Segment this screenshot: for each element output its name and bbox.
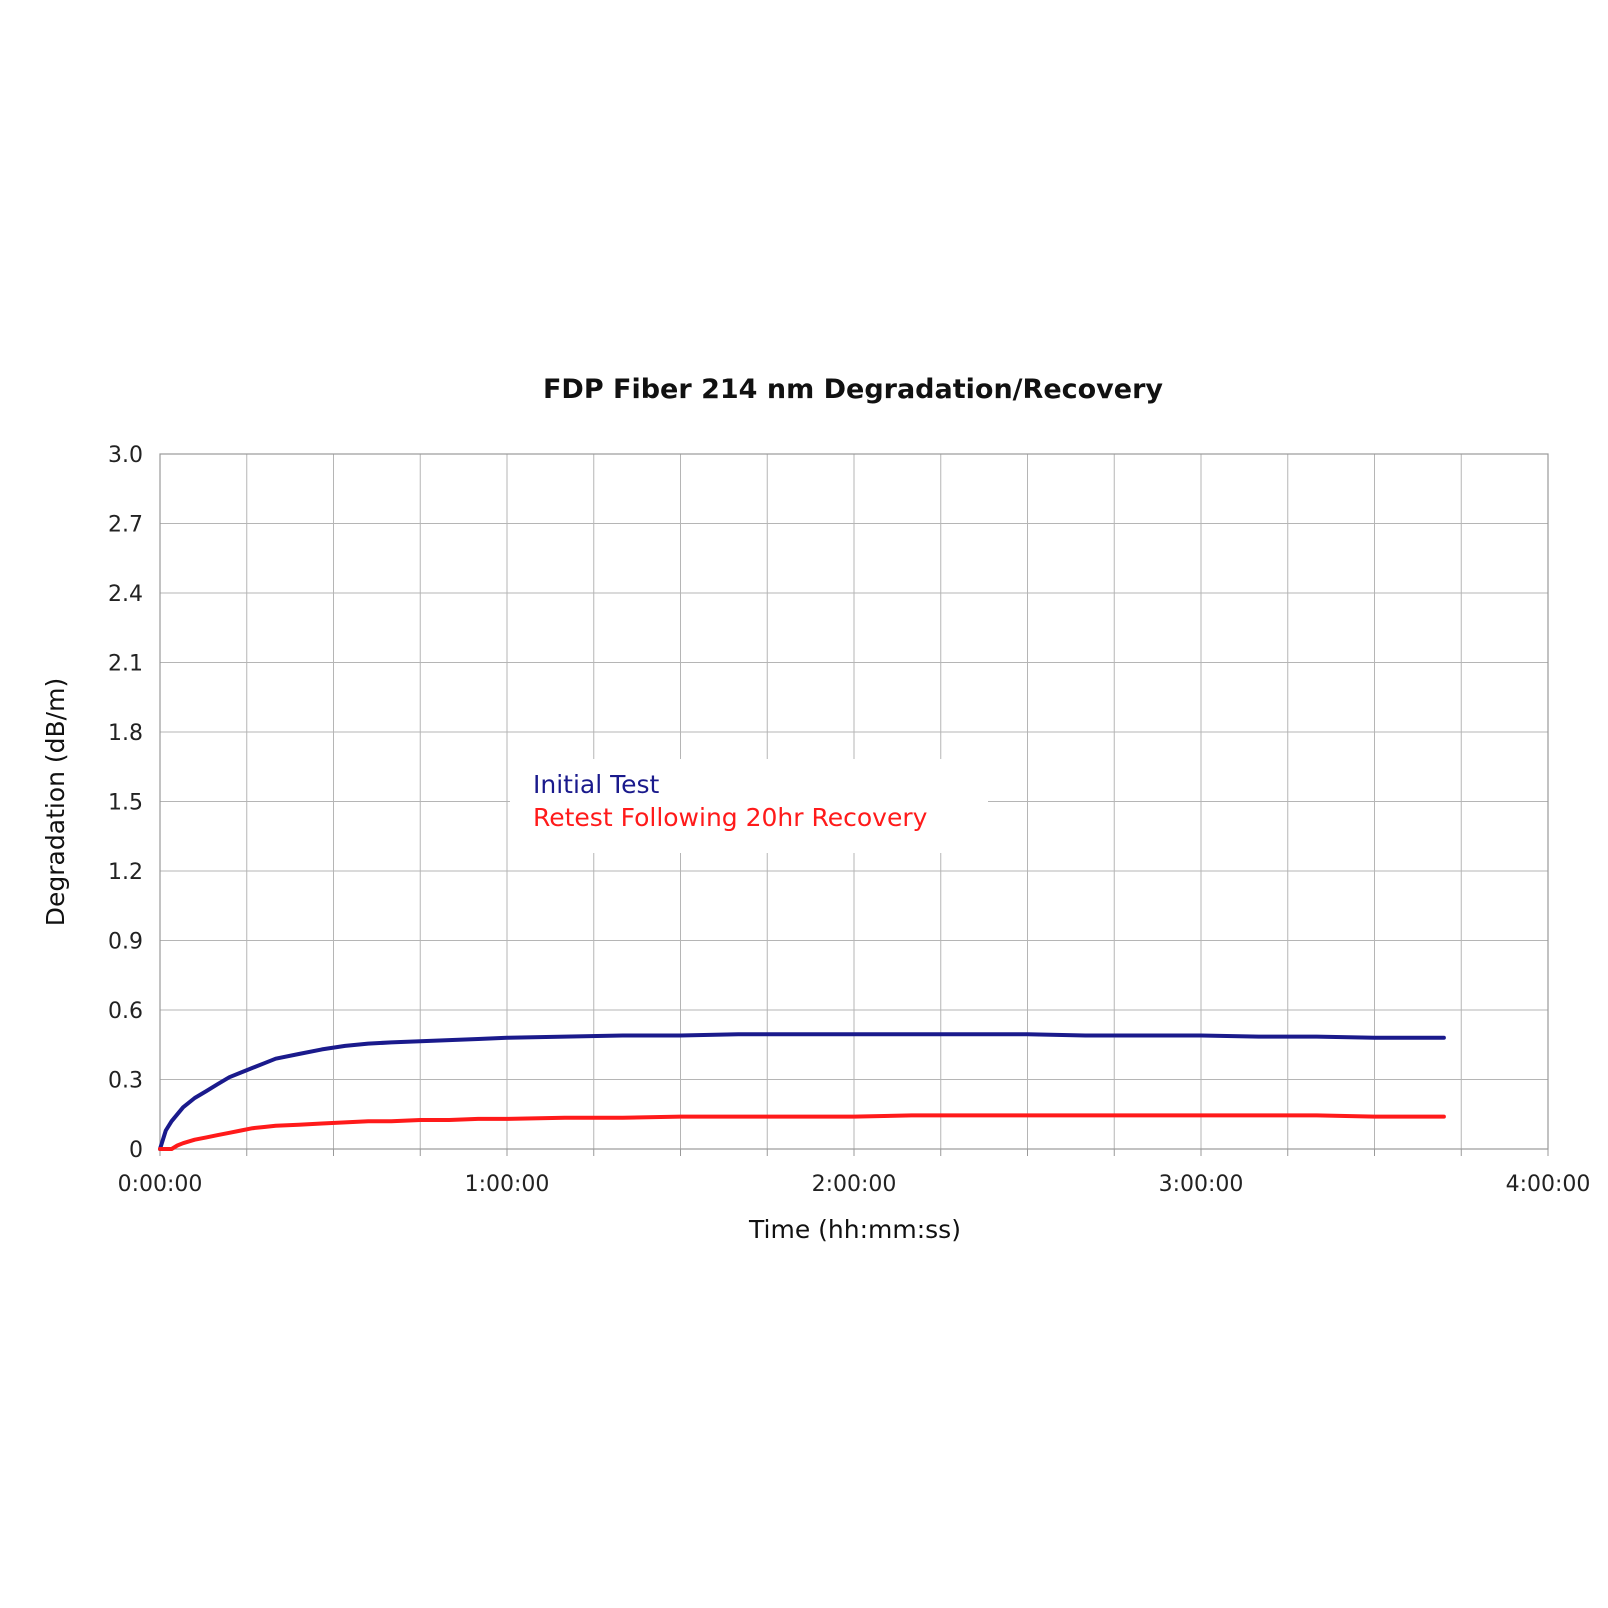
series-layer	[158, 1032, 1446, 1151]
axis-ticks: 0 0.3 0.6 0.9 1.2 1.5 1.8 2.1 2.4 2.7 3.0 0:00:00 1:…	[108, 443, 1590, 1197]
y-tick-label: 1.5	[108, 791, 143, 816]
series-line-retest	[158, 1113, 1446, 1151]
x-axis-label: Time (hh:mm:ss)	[748, 1215, 961, 1244]
legend-item-initial-test: Initial Test	[533, 770, 660, 799]
x-tick-label: 4:00:00	[1506, 1172, 1591, 1197]
y-tick-label: 0.6	[108, 999, 143, 1024]
legend-item-retest: Retest Following 20hr Recovery	[533, 803, 928, 832]
legend-box	[510, 759, 988, 853]
x-tick-label: 1:00:00	[465, 1172, 550, 1197]
x-tick-label: 3:00:00	[1159, 1172, 1244, 1197]
chart-title: FDP Fiber 214 nm Degradation/Recovery	[543, 374, 1163, 405]
y-tick-label: 0.9	[108, 930, 143, 955]
y-tick-label: 2.1	[108, 652, 143, 677]
x-tick-label: 2:00:00	[812, 1172, 897, 1197]
y-tick-label: 2.4	[108, 582, 143, 607]
y-tick-label: 2.7	[108, 513, 143, 538]
y-tick-label: 3.0	[108, 443, 143, 468]
y-tick-label: 1.2	[108, 860, 143, 885]
y-tick-label: 0.3	[108, 1069, 143, 1094]
y-tick-label: 1.8	[108, 721, 143, 746]
x-tick-label: 0:00:00	[118, 1172, 203, 1197]
y-axis-label: Degradation (dB/m)	[41, 678, 70, 926]
y-tick-label: 0	[129, 1138, 143, 1163]
series-line-initial-test	[158, 1032, 1446, 1151]
